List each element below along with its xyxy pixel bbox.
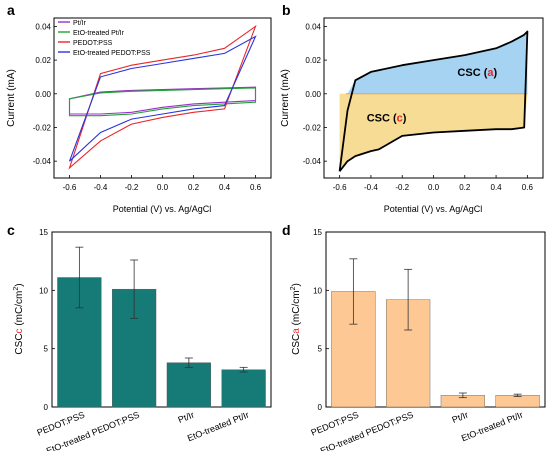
y-axis-label-end: ) [14,283,25,286]
cathodic-bar-2 [166,362,211,408]
legend-label-eto-pedot: EtO-treated PEDOT:PSS [73,50,151,57]
anodic-category-label-3: EtO-treated Pt/Ir [460,410,525,444]
x-tick-label: -0.2 [125,183,139,192]
cathodic-category-label-1: EtO-treated PEDOT:PSS [45,410,141,451]
csc-cathodic-annotation: CSC (c) [367,112,407,124]
csc-anodic-area [339,31,528,94]
y-axis-label: Current (mA) [280,69,291,127]
y-axis-label-unit: (mC/cm [291,290,302,328]
csc-area-chart: -0.6 -0.4 -0.2 0.0 0.2 0.4 0.6 -0.04 -0.02 0.00 0… [280,17,544,214]
y-axis-label-unit: (mC/cm [14,291,25,329]
y-axis-label: CSCa (mC/cm2) [290,283,302,355]
panel-letter-b: b [282,2,291,18]
csc-anodic-annotation: CSC (a) [457,67,497,79]
y-axis-label-sup: 2 [13,287,20,291]
x-tick-label: -0.4 [364,183,378,192]
anodic-category-label-2: Pt/Ir [451,410,470,425]
cathodic-category-label-2: Pt/Ir [177,410,196,425]
cv-curve [338,30,529,172]
cathodic-category-label-3: EtO-treated Pt/Ir [186,410,251,444]
y-tick-label: 0.02 [35,56,51,65]
cv-curve-2 [68,24,257,170]
y-axis-label: Current (mA) [6,69,17,127]
y-tick-label: 0.00 [35,90,51,99]
plot-frame [51,231,272,408]
cathodic-bar-3 [221,369,266,408]
csc-cathodic-letter: c [397,112,403,124]
x-tick-label: 0.4 [491,183,503,192]
cv-curve-1 [68,87,257,117]
csc-cathodic-area [339,93,528,172]
cv-curve-3 [68,35,257,162]
y-tick-label: 15 [39,228,48,237]
x-tick-label: -0.4 [94,183,108,192]
y-axis-label-end: ) [291,283,302,286]
plot-frame [325,231,546,408]
y-tick-label: 0 [318,403,323,412]
x-tick-label: 0.6 [250,183,262,192]
y-axis-label-sub: c [14,328,25,333]
x-tick-label: -0.6 [333,183,347,192]
x-axis-label: Potential (V) vs. Ag/AgCl [384,204,483,214]
x-axis-label: Potential (V) vs. Ag/AgCl [113,204,212,214]
y-tick-label: 0.00 [305,90,321,99]
legend-label-pedot: PEDOT:PSS [73,40,113,47]
y-tick-label: -0.04 [33,157,52,166]
legend: Pt/Ir EtO-treated Pt/Ir PEDOT:PSS EtO-tr… [58,20,151,57]
anodic-category-label-1: EtO-treated PEDOT:PSS [319,410,415,451]
x-tick-label: 0.6 [522,183,534,192]
cv-overlay-chart: -0.6 -0.4 -0.2 0.0 0.2 0.4 0.6 -0.04 -0.02 0.00 0… [6,17,272,214]
panel-letter-c: c [7,222,15,238]
x-tick-label: -0.6 [63,183,77,192]
legend-label-ptir: Pt/Ir [73,20,87,27]
y-tick-label: 0.02 [305,56,321,65]
x-tick-label: 0.2 [459,183,471,192]
x-tick-label: 0.0 [157,183,169,192]
y-axis-label-prefix: CSC [291,334,302,355]
x-tick-label: 0.4 [219,183,231,192]
y-tick-label: -0.02 [303,123,322,132]
csc-cathodic-prefix: CSC ( [367,112,397,124]
y-axis-label-prefix: CSC [14,333,25,354]
y-tick-label: 5 [318,345,323,354]
x-tick-label: 0.2 [188,183,200,192]
x-tick-label: -0.2 [395,183,409,192]
y-tick-label: 10 [39,286,48,295]
y-axis-label: CSCc (mC/cm2) [13,283,25,354]
csc-anodic-letter: a [487,67,494,79]
panel-letter-a: a [7,2,15,18]
x-tick-label: 0.0 [428,183,440,192]
y-tick-label: 5 [44,345,49,354]
csc-anodic-prefix: CSC ( [457,67,487,79]
y-tick-label: 0 [44,403,49,412]
y-tick-label: -0.04 [303,157,322,166]
panel-letter-d: d [282,222,291,238]
y-tick-label: 10 [313,286,322,295]
y-tick-label: 0.04 [35,22,51,31]
y-tick-label: -0.02 [33,123,52,132]
csc-cathodic-suffix: ) [403,112,407,124]
y-axis-label-sub: a [291,328,302,334]
y-tick-label: 15 [313,228,322,237]
csc-anodic-suffix: ) [494,67,498,79]
y-axis-label-sup: 2 [290,286,297,290]
anodic-bar-3 [495,395,540,408]
legend-label-eto-ptir: EtO-treated Pt/Ir [73,30,125,37]
y-tick-label: 0.04 [305,22,321,31]
